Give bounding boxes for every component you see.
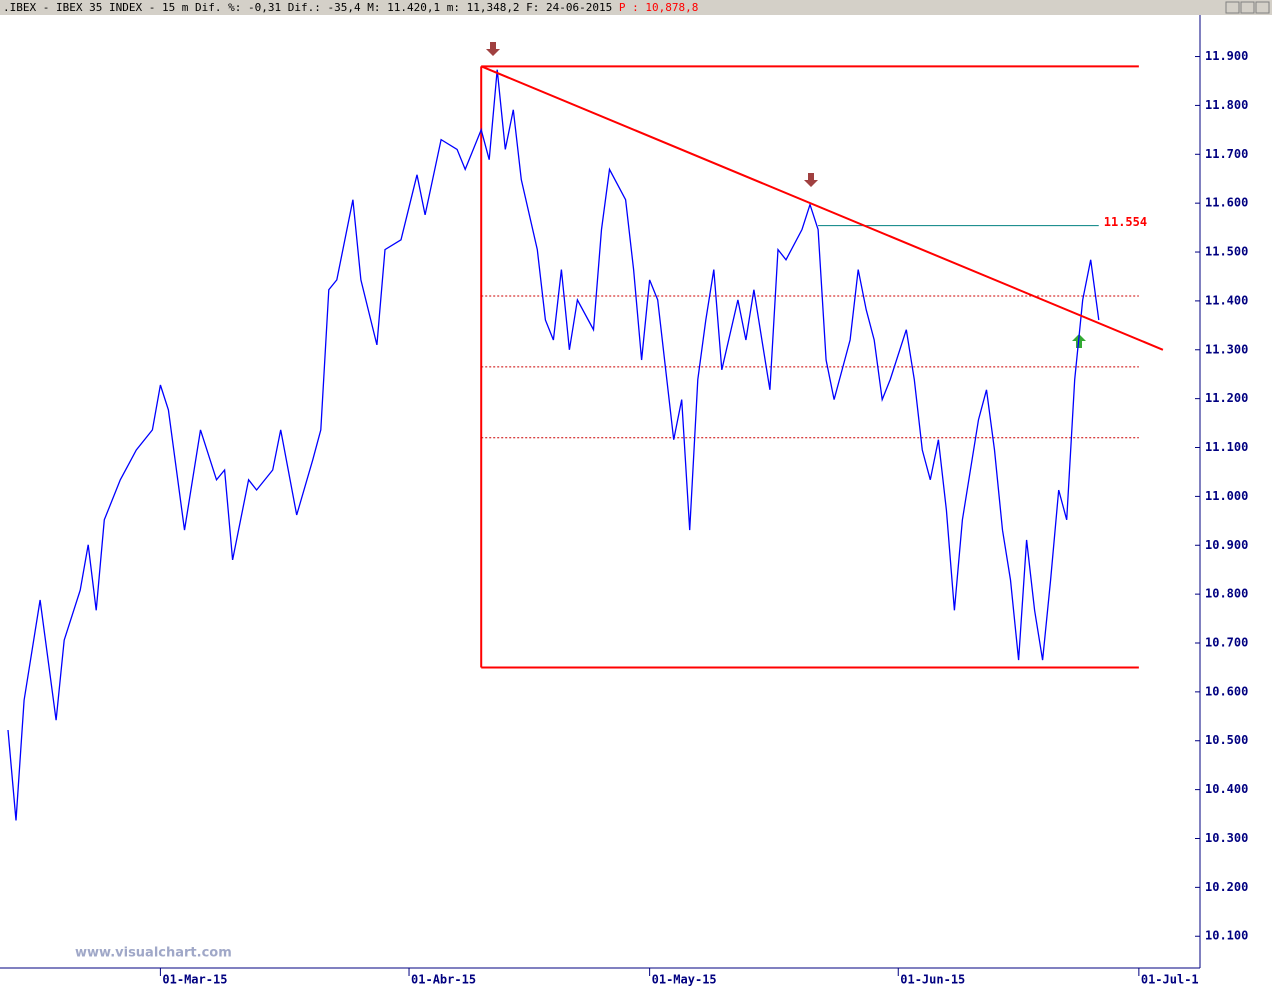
y-tick-label: 11.600 [1205, 196, 1248, 210]
minimize-button[interactable] [1225, 1, 1240, 14]
y-tick-label: 10.900 [1205, 538, 1248, 552]
x-tick-label: 01-Abr-15 [411, 973, 476, 987]
y-tick-label: 11.900 [1205, 49, 1248, 63]
window-buttons[interactable] [1225, 1, 1270, 14]
y-tick-label: 10.200 [1205, 880, 1248, 894]
y-tick-label: 10.400 [1205, 782, 1248, 796]
x-tick-label: 01-Jun-15 [900, 973, 965, 987]
peak-arrow [486, 42, 500, 56]
y-tick-label: 11.400 [1205, 293, 1248, 307]
y-tick-label: 11.000 [1205, 489, 1248, 503]
y-tick-label: 11.200 [1205, 391, 1248, 405]
y-tick-label: 10.600 [1205, 684, 1248, 698]
maximize-button[interactable] [1240, 1, 1255, 14]
y-tick-label: 10.500 [1205, 733, 1248, 747]
y-tick-label: 11.500 [1205, 245, 1248, 259]
y-tick-label: 11.300 [1205, 342, 1248, 356]
peak-arrow [804, 173, 818, 187]
x-tick-label: 01-Mar-15 [162, 973, 227, 987]
y-tick-label: 11.800 [1205, 98, 1248, 112]
y-tick-label: 11.100 [1205, 440, 1248, 454]
price-label: 11.554 [1104, 215, 1147, 229]
header-info: .IBEX - IBEX 35 INDEX - 15 m Dif. %: -0,… [3, 1, 612, 14]
header-text: .IBEX - IBEX 35 INDEX - 15 m Dif. %: -0,… [3, 1, 698, 14]
trendline [480, 65, 1164, 351]
y-tick-label: 10.700 [1205, 636, 1248, 650]
price-series [7, 69, 1100, 821]
header-bar [0, 0, 1272, 15]
header-price: P : 10,878,8 [619, 1, 698, 14]
close-button[interactable] [1255, 1, 1270, 14]
y-tick-label: 10.300 [1205, 831, 1248, 845]
y-tick-label: 11.700 [1205, 147, 1248, 161]
y-tick-label: 10.100 [1205, 929, 1248, 943]
watermark: www.visualchart.com [75, 946, 232, 961]
x-tick-label: 01-Jul-1 [1141, 973, 1199, 987]
y-tick-label: 10.800 [1205, 587, 1248, 601]
x-tick-label: 01-May-15 [652, 973, 717, 987]
